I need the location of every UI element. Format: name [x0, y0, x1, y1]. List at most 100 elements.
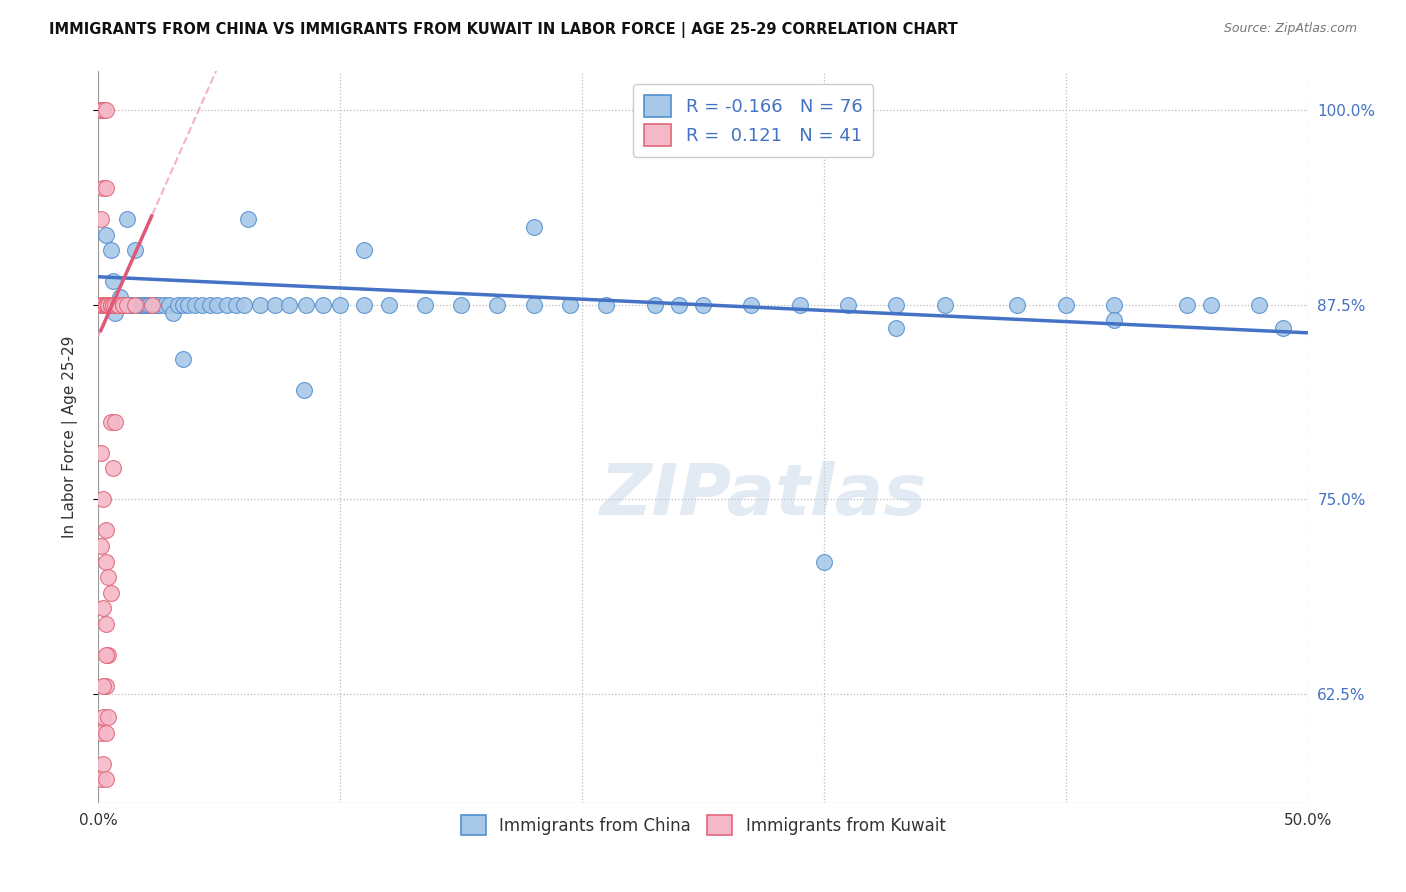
Point [104, 298, 127, 312]
Point [127, 298, 149, 312]
Point [94, 298, 117, 312]
Point [91, 601, 114, 615]
Point [558, 298, 581, 312]
Point [172, 352, 194, 367]
Point [94, 298, 117, 312]
Point [94, 298, 117, 312]
Point [117, 212, 139, 227]
Point [94, 298, 117, 312]
Point [90, 298, 112, 312]
Point [107, 298, 129, 312]
Point [292, 384, 315, 398]
Point [91, 756, 114, 771]
Point [90, 212, 112, 227]
Point [128, 298, 150, 312]
Text: ZIPatlas: ZIPatlas [600, 461, 927, 530]
Point [789, 298, 811, 312]
Point [100, 298, 122, 312]
Point [1199, 298, 1222, 312]
Point [90, 103, 112, 118]
Point [107, 298, 129, 312]
Point [886, 321, 908, 335]
Point [329, 298, 352, 312]
Point [94, 524, 117, 538]
Point [94, 298, 117, 312]
Legend: Immigrants from China, Immigrants from Kuwait: Immigrants from China, Immigrants from K… [454, 808, 952, 842]
Point [205, 298, 228, 312]
Point [523, 219, 546, 234]
Point [97, 298, 120, 312]
Point [101, 298, 124, 312]
Text: Source: ZipAtlas.com: Source: ZipAtlas.com [1223, 22, 1357, 36]
Point [152, 298, 174, 312]
Point [101, 275, 124, 289]
Point [101, 461, 124, 475]
Point [100, 298, 122, 312]
Point [94, 555, 117, 569]
Point [111, 298, 134, 312]
Point [107, 298, 129, 312]
Point [162, 305, 184, 319]
Point [523, 298, 546, 312]
Point [312, 298, 335, 312]
Point [837, 298, 859, 312]
Text: IMMIGRANTS FROM CHINA VS IMMIGRANTS FROM KUWAIT IN LABOR FORCE | AGE 25-29 CORRE: IMMIGRANTS FROM CHINA VS IMMIGRANTS FROM… [49, 22, 957, 38]
Point [90, 445, 112, 459]
Point [94, 181, 117, 195]
Point [117, 298, 139, 312]
Point [191, 298, 214, 312]
Point [97, 570, 120, 584]
Point [100, 585, 122, 599]
Y-axis label: In Labor Force | Age 25-29: In Labor Force | Age 25-29 [62, 336, 77, 538]
Point [94, 679, 117, 693]
Point [143, 298, 166, 312]
Point [90, 103, 112, 118]
Point [90, 103, 112, 118]
Point [934, 298, 956, 312]
Point [134, 298, 156, 312]
Point [1102, 298, 1125, 312]
Point [595, 298, 617, 312]
Point [249, 298, 271, 312]
Point [118, 298, 141, 312]
Point [225, 298, 247, 312]
Point [90, 103, 112, 118]
Point [100, 298, 122, 312]
Point [101, 298, 124, 312]
Point [141, 298, 163, 312]
Point [1175, 298, 1198, 312]
Point [692, 298, 714, 312]
Point [94, 298, 117, 312]
Point [91, 492, 114, 507]
Point [94, 616, 117, 631]
Point [124, 298, 146, 312]
Point [114, 298, 136, 312]
Point [111, 298, 134, 312]
Point [450, 298, 472, 312]
Point [668, 298, 690, 312]
Point [97, 710, 120, 724]
Point [121, 298, 143, 312]
Point [100, 244, 122, 258]
Point [91, 298, 114, 312]
Point [90, 539, 112, 553]
Point [644, 298, 666, 312]
Point [97, 298, 120, 312]
Point [486, 298, 509, 312]
Point [1249, 298, 1271, 312]
Point [94, 298, 117, 312]
Point [1007, 298, 1029, 312]
Point [813, 555, 835, 569]
Point [91, 103, 114, 118]
Point [177, 298, 200, 312]
Point [167, 298, 190, 312]
Point [91, 710, 114, 724]
Point [111, 298, 134, 312]
Point [94, 298, 117, 312]
Point [138, 298, 160, 312]
Point [104, 415, 127, 429]
Point [172, 298, 194, 312]
Point [148, 298, 170, 312]
Point [104, 305, 127, 319]
Point [135, 298, 157, 312]
